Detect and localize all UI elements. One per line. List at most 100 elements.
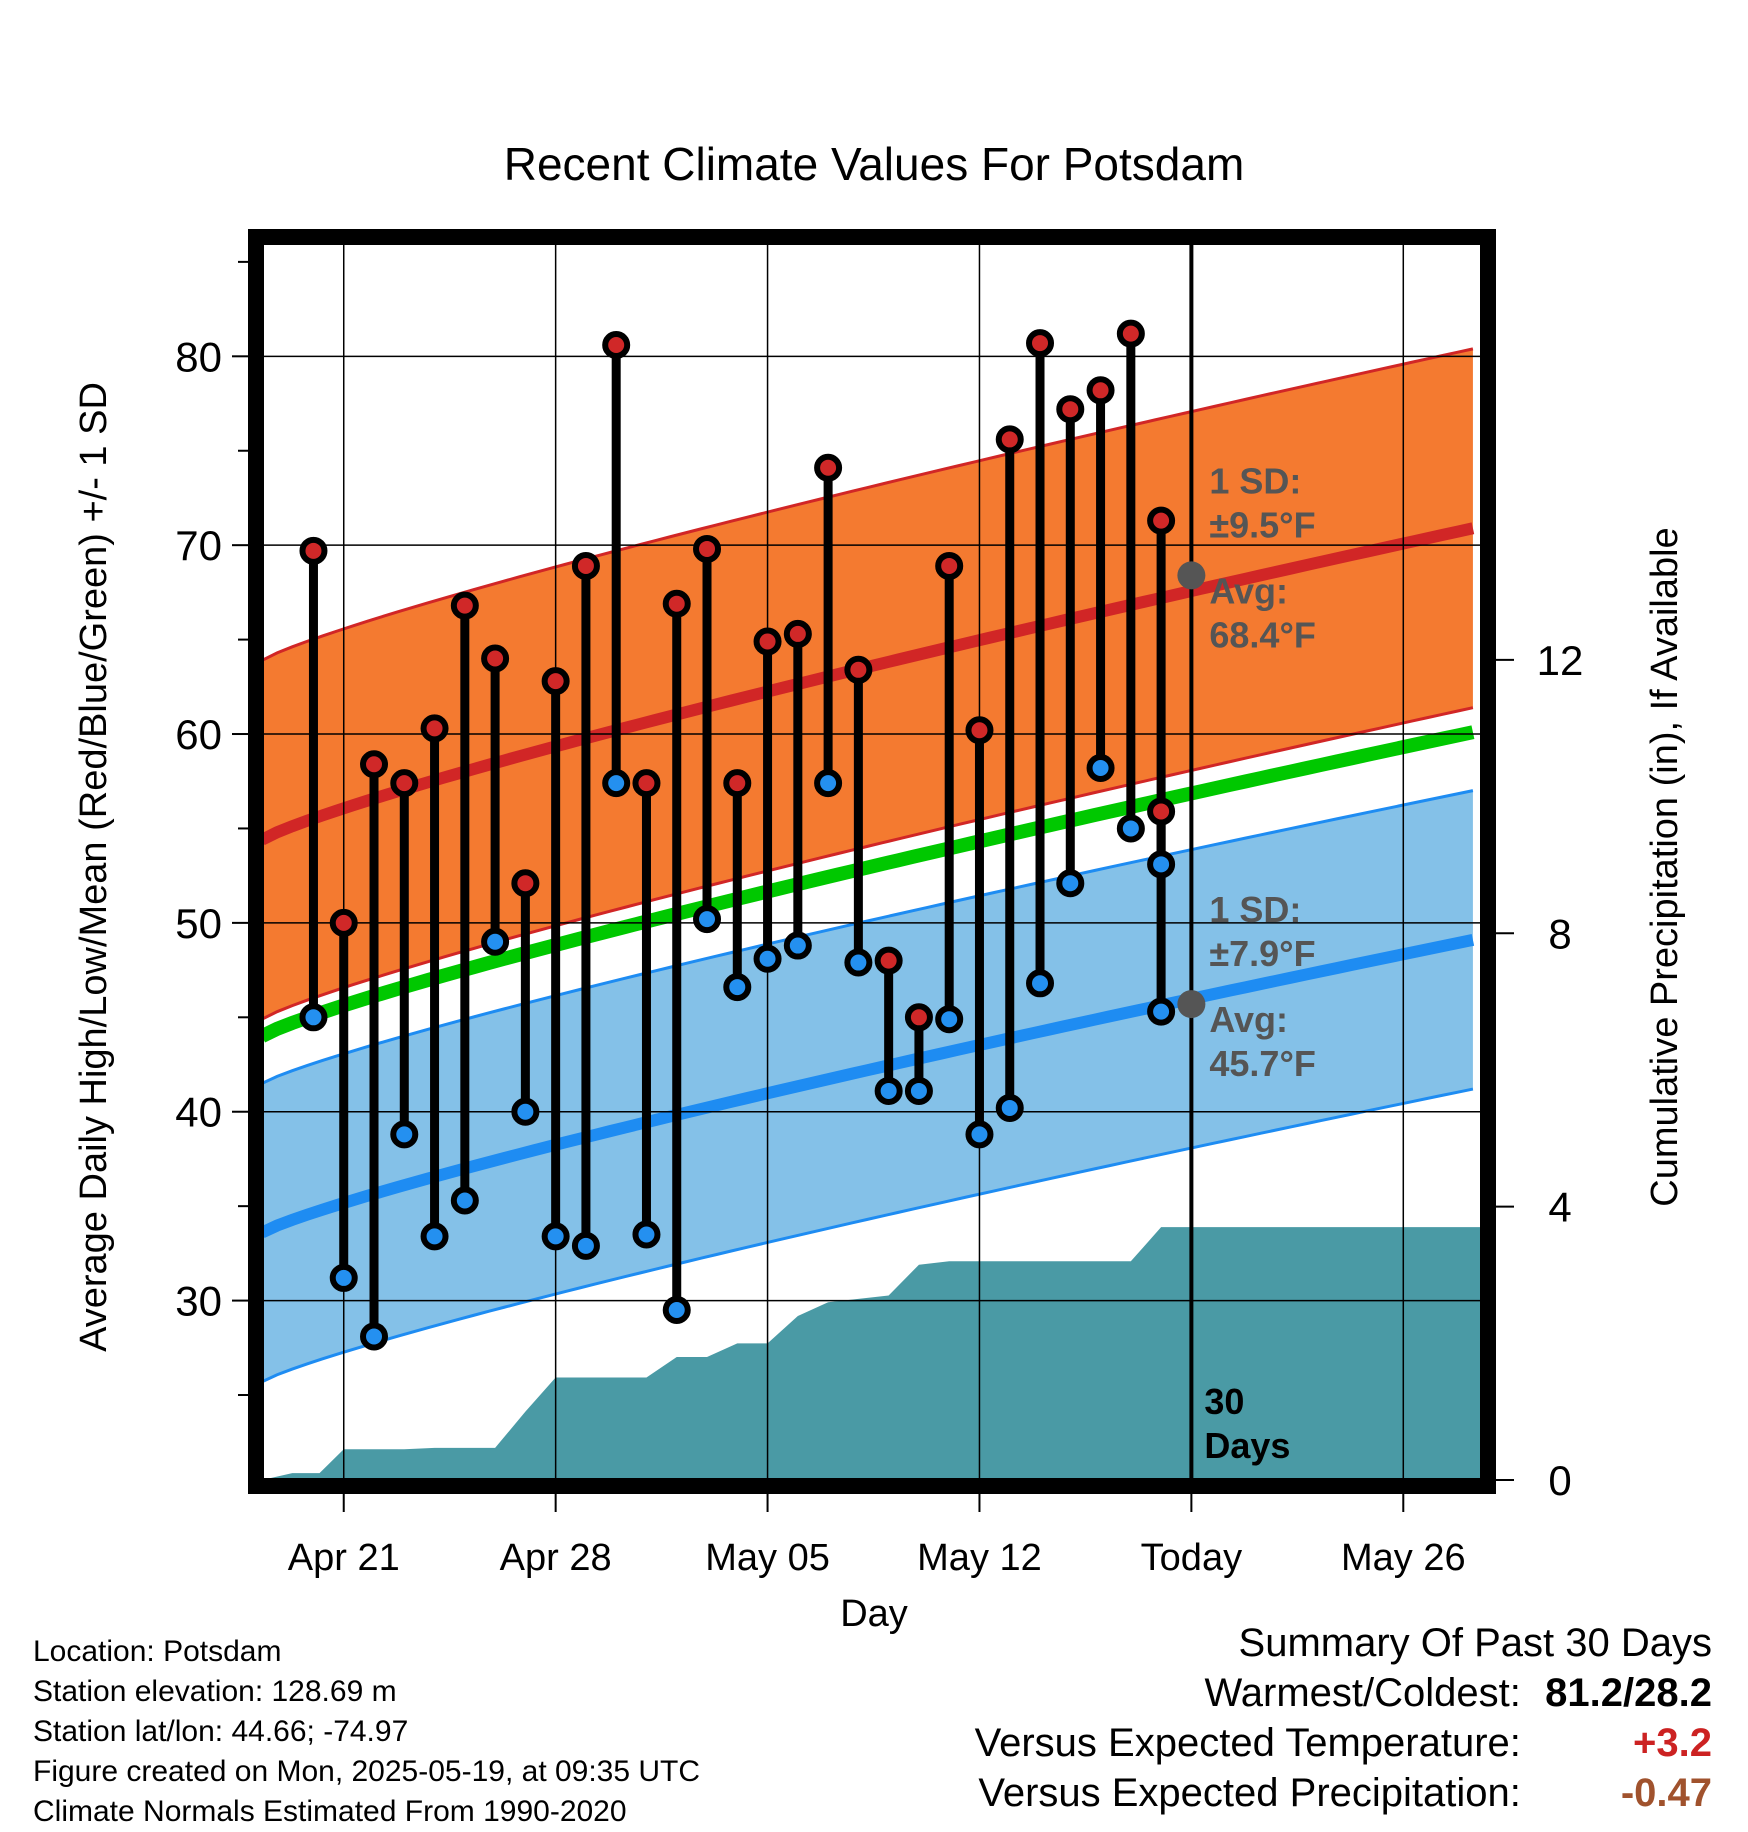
- plot-inner: [262, 243, 1482, 1480]
- low-sd-value: ±7.9°F: [1209, 933, 1315, 974]
- daily-low-point: [904, 1076, 933, 1105]
- high-avg-label: Avg:: [1209, 570, 1288, 611]
- summary-title: Summary Of Past 30 Days: [1238, 1621, 1712, 1665]
- today-high-avg-marker: [1177, 561, 1206, 590]
- y-tick-label: 60: [175, 711, 222, 758]
- x-tick-label: Apr 28: [500, 1537, 612, 1579]
- daily-high-point: [814, 453, 843, 482]
- daily-high-point: [874, 946, 903, 975]
- daily-high-point: [723, 769, 752, 798]
- window-label-number: 30: [1204, 1381, 1244, 1422]
- daily-low-point: [571, 1231, 600, 1260]
- daily-high-point: [390, 769, 419, 798]
- high-avg-value: 68.4°F: [1209, 614, 1315, 655]
- y2-axis-label: Cumulative Precipitation (in), If Availa…: [1644, 527, 1686, 1206]
- daily-high-point: [965, 716, 994, 745]
- created-text: Figure created on Mon, 2025-05-19, at 09…: [33, 1755, 701, 1788]
- daily-low-point: [995, 1093, 1024, 1122]
- y-tick-label: 40: [175, 1089, 222, 1136]
- daily-high-point: [632, 769, 661, 798]
- x-axis-label: Day: [840, 1593, 908, 1635]
- summary-precip-row: Versus Expected Precipitation: -0.47: [975, 1768, 1712, 1818]
- low-avg-label: Avg:: [1209, 999, 1288, 1040]
- location-text: Location: Potsdam: [33, 1635, 282, 1668]
- daily-high-point: [360, 750, 389, 779]
- daily-low-point: [753, 944, 782, 973]
- daily-high-point: [481, 644, 510, 673]
- daily-low-point: [1116, 814, 1145, 843]
- daily-low-point: [632, 1220, 661, 1249]
- daily-high-point: [1147, 506, 1176, 535]
- daily-high-point: [420, 714, 449, 743]
- daily-high-point: [511, 869, 540, 898]
- y-tick-label: 30: [175, 1278, 222, 1325]
- daily-low-point: [935, 1005, 964, 1034]
- daily-low-point: [360, 1322, 389, 1351]
- daily-high-point: [571, 551, 600, 580]
- plot-frame: [248, 229, 1496, 1494]
- daily-high-point: [753, 627, 782, 656]
- daily-low-point: [662, 1296, 691, 1325]
- normals-period-text: Climate Normals Estimated From 1990-2020: [33, 1795, 627, 1828]
- daily-low-point: [783, 931, 812, 960]
- daily-high-point: [693, 534, 722, 563]
- elevation-text: Station elevation: 128.69 m: [33, 1675, 397, 1708]
- y-tick-label: 70: [175, 522, 222, 569]
- daily-high-point: [662, 589, 691, 618]
- low-sd-label: 1 SD:: [1209, 889, 1301, 930]
- precip-label: Versus Expected Precipitation:: [978, 1771, 1521, 1815]
- y2-tick-label: 8: [1548, 910, 1571, 957]
- summary-warmest-row: Warmest/Coldest: 81.2/28.2: [975, 1668, 1713, 1718]
- daily-high-point: [1056, 395, 1085, 424]
- temp-value: +3.2: [1633, 1721, 1712, 1765]
- daily-low-point: [450, 1186, 479, 1215]
- daily-high-point: [1116, 319, 1145, 348]
- warmest-value: 81.2/28.2: [1545, 1671, 1712, 1715]
- daily-low-point: [511, 1097, 540, 1126]
- x-tick-label: May 26: [1341, 1537, 1466, 1579]
- x-tick-label: May 12: [917, 1537, 1042, 1579]
- y-tick-label: 50: [175, 900, 222, 947]
- daily-low-point: [329, 1263, 358, 1292]
- low-avg-value: 45.7°F: [1209, 1043, 1315, 1084]
- station-info: Location: Potsdam Station elevation: 128…: [33, 1632, 700, 1832]
- daily-low-point: [965, 1120, 994, 1149]
- daily-low-point: [814, 769, 843, 798]
- x-tick-label: May 05: [705, 1537, 830, 1579]
- daily-low-point: [844, 948, 873, 977]
- daily-low-point: [1147, 997, 1176, 1026]
- today-low-avg-marker: [1177, 990, 1206, 1019]
- temp-label: Versus Expected Temperature:: [974, 1721, 1521, 1765]
- y-tick-label: 80: [175, 333, 222, 380]
- daily-low-point: [602, 769, 631, 798]
- daily-high-point: [450, 591, 479, 620]
- daily-low-point: [541, 1222, 570, 1251]
- y2-tick-label: 0: [1548, 1457, 1571, 1504]
- precipitation-area: [262, 1227, 1482, 1480]
- high-sd-label: 1 SD:: [1209, 460, 1301, 501]
- daily-high-point: [541, 667, 570, 696]
- summary-panel: Summary Of Past 30 Days Warmest/Coldest:…: [975, 1618, 1712, 1818]
- daily-high-point: [844, 655, 873, 684]
- daily-high-point: [299, 536, 328, 565]
- daily-low-point: [299, 1003, 328, 1032]
- latlon-text: Station lat/lon: 44.66; -74.97: [33, 1715, 409, 1748]
- precip-value: -0.47: [1620, 1771, 1712, 1815]
- window-label-unit: Days: [1204, 1425, 1290, 1466]
- x-tick-label: Today: [1141, 1537, 1242, 1579]
- daily-low-point: [1086, 754, 1115, 783]
- daily-low-point: [481, 927, 510, 956]
- daily-low-point: [1056, 869, 1085, 898]
- daily-high-point: [602, 330, 631, 359]
- daily-low-point: [874, 1076, 903, 1105]
- chart-title: Recent Climate Values For Potsdam: [504, 138, 1245, 190]
- daily-high-point: [1147, 797, 1176, 826]
- daily-low-point: [420, 1222, 449, 1251]
- daily-high-point: [783, 619, 812, 648]
- daily-high-point: [935, 551, 964, 580]
- y2-tick-label: 12: [1537, 637, 1584, 684]
- y-axis-label: Average Daily High/Low/Mean (Red/Blue/Gr…: [73, 382, 115, 1352]
- daily-low-point: [390, 1120, 419, 1149]
